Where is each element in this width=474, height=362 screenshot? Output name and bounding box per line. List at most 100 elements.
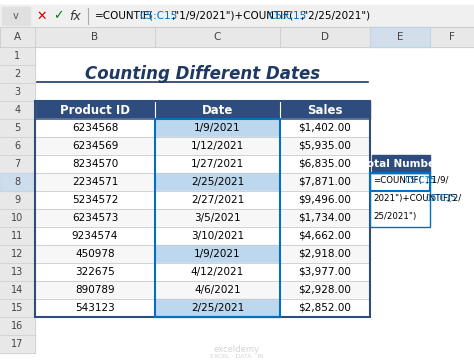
Text: 12: 12 [11,249,24,259]
Text: $2,928.00: $2,928.00 [299,285,351,295]
Text: ,"1/9/: ,"1/9/ [426,176,449,185]
Bar [35,191,155,209]
Text: 15: 15 [11,303,24,313]
Bar [280,299,370,317]
Bar [35,281,155,299]
Bar [35,101,370,317]
Bar [0,281,35,299]
Bar [0,155,35,173]
Bar [35,155,155,173]
Text: 543123: 543123 [75,303,115,313]
Bar [280,227,370,245]
Text: ✕: ✕ [37,9,47,22]
Text: 4/6/2021: 4/6/2021 [194,285,241,295]
Bar [0,65,35,83]
Bar [370,173,430,191]
Text: 3/10/2021: 3/10/2021 [191,231,244,241]
Bar [0,83,35,101]
Text: 1: 1 [14,51,20,61]
Text: ,"1/9/2021")+COUNTIF(: ,"1/9/2021")+COUNTIF( [171,11,293,21]
Text: 6234568: 6234568 [72,123,118,133]
Text: 13: 13 [11,267,24,277]
Text: ✓: ✓ [53,9,63,22]
Text: 5: 5 [14,123,21,133]
Text: F: F [449,32,455,42]
Bar [0,191,35,209]
Text: 3: 3 [14,87,20,97]
Bar [370,173,430,227]
Bar [35,137,155,155]
Bar [155,281,280,299]
Text: 2/27/2021: 2/27/2021 [191,195,244,205]
Bar [155,101,280,119]
Text: 2/25/2021: 2/25/2021 [191,303,244,313]
Bar [35,209,155,227]
Text: 1/9/2021: 1/9/2021 [194,123,241,133]
Text: 3/5/2021: 3/5/2021 [194,213,241,223]
Bar [0,173,35,191]
Text: $7,871.00: $7,871.00 [299,177,351,187]
Text: B: B [91,32,99,42]
Text: $2,918.00: $2,918.00 [299,249,351,259]
Text: 8: 8 [14,177,20,187]
Text: =COUNTIF(: =COUNTIF( [95,11,154,21]
Text: $3,977.00: $3,977.00 [299,267,351,277]
Bar [35,101,155,119]
Text: 2: 2 [14,69,21,79]
Text: C5:C15: C5:C15 [426,194,457,203]
Text: EXCEL · DATA · BI: EXCEL · DATA · BI [210,354,264,359]
Bar [35,173,155,191]
Bar [0,27,474,47]
Bar [280,209,370,227]
Bar [280,137,370,155]
Bar [155,227,280,245]
Text: 9234574: 9234574 [72,231,118,241]
Bar [0,101,35,119]
Text: 2234571: 2234571 [72,177,118,187]
Text: 890789: 890789 [75,285,115,295]
Bar [155,119,280,317]
Bar [35,119,155,137]
Text: 1/27/2021: 1/27/2021 [191,159,244,169]
Bar [0,209,35,227]
Text: 1/12/2021: 1/12/2021 [191,141,244,151]
Text: C5:C15: C5:C15 [268,11,306,21]
Text: 14: 14 [11,285,24,295]
Text: 2/25/2021: 2/25/2021 [191,177,244,187]
Text: $4,662.00: $4,662.00 [299,231,351,241]
Bar [0,227,35,245]
Text: Date: Date [202,104,233,117]
Text: $9,496.00: $9,496.00 [299,195,351,205]
Text: v: v [13,11,19,21]
Text: D: D [321,32,329,42]
Bar [0,119,35,137]
Text: 7: 7 [14,159,21,169]
Bar [280,173,370,191]
Bar [2,7,30,25]
Text: Sales: Sales [307,104,343,117]
Bar [155,191,280,209]
Text: 10: 10 [11,213,24,223]
Text: C5:C15: C5:C15 [139,11,177,21]
Text: $2,852.00: $2,852.00 [299,303,351,313]
Text: 2021")+COUNTIF(: 2021")+COUNTIF( [373,194,451,203]
Bar [0,47,35,65]
Text: =COUNTIF(: =COUNTIF( [373,176,422,185]
Text: 6234569: 6234569 [72,141,118,151]
Bar [35,299,155,317]
Bar [0,245,35,263]
Bar [0,317,35,335]
Text: 8234570: 8234570 [72,159,118,169]
Bar [280,281,370,299]
Bar [280,245,370,263]
Text: 25/2021"): 25/2021") [373,212,416,221]
Text: 450978: 450978 [75,249,115,259]
Bar [35,245,155,263]
Bar [35,227,155,245]
Bar [0,173,35,191]
Text: $6,835.00: $6,835.00 [299,159,351,169]
Text: 11: 11 [11,231,24,241]
Bar [0,5,95,27]
Text: E: E [397,32,403,42]
Bar [0,5,474,27]
